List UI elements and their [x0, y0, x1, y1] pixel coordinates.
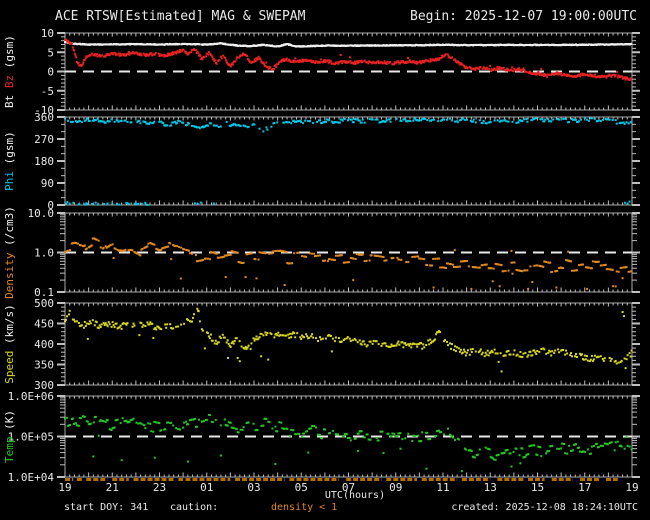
series-Bz: [64, 38, 633, 81]
axis-label-bt-bz: Bt Bz (gsm): [3, 35, 16, 108]
x-tick-label: 07: [342, 481, 355, 494]
y-tick-label: 1.0: [34, 247, 54, 260]
axis-label-temp: Temp (K): [3, 410, 16, 463]
y-tick-label: 0.1: [34, 286, 54, 299]
y-tick-label: 180: [34, 155, 54, 168]
x-axis-title: UTC(hours): [324, 490, 386, 501]
x-axis-tick-labels: 19 21 23 01 03 05 07 09 11 13 15 17 19: [58, 481, 638, 494]
y-tick-label: 10: [41, 27, 54, 40]
panel-density: 10.0 1.0 0.1 Density (/cm3): [3, 206, 640, 299]
x-tick-label: 01: [200, 481, 213, 494]
x-tick-label: 13: [484, 481, 497, 494]
x-tick-label: 05: [295, 481, 308, 494]
y-tick-label: 1.0E+04: [8, 471, 55, 484]
x-tick-label: 19: [625, 481, 638, 494]
begin-timestamp: Begin: 2025-12-07 19:00:00UTC: [410, 9, 637, 24]
y-tick-label: 500: [34, 297, 54, 310]
series-Density: [64, 237, 633, 290]
axis-label-phi: Phi (gsm): [3, 131, 16, 191]
y-tick-label: -5: [41, 85, 54, 98]
series-Speed: [64, 307, 633, 373]
x-tick-label: 15: [531, 481, 544, 494]
y-tick-label: 5: [47, 46, 54, 59]
start-doy-label: start DOY: 341: [64, 502, 149, 513]
axis-label-density: Density (/cm3): [3, 206, 16, 299]
y-tick-label: 360: [34, 111, 54, 124]
x-tick-label: 09: [389, 481, 402, 494]
y-tick-label: 10.0: [28, 207, 55, 220]
y-tick-label: -10: [34, 104, 54, 117]
y-tick-label: 0: [47, 66, 54, 79]
y-tick-label: 270: [34, 133, 54, 146]
plot-title: ACE RTSW[Estimated] MAG & SWEPAM: [55, 9, 306, 24]
created-timestamp: created: 2025-12-08 18:24:10UTC: [451, 502, 638, 513]
x-tick-label: 19: [58, 481, 71, 494]
y-tick-label: 0: [47, 199, 54, 212]
caution-label: caution:: [170, 502, 219, 513]
x-tick-label: 03: [247, 481, 260, 494]
y-tick-label: 400: [34, 338, 54, 351]
y-tick-label: 1.0E+05: [8, 431, 54, 444]
panel-phi: 360 270 180 90 0 Phi (gsm): [3, 111, 640, 212]
panel-bt-bz: 10 5 0 -5 -10 Bt Bz (gsm): [3, 27, 640, 117]
series-Phi: [64, 117, 633, 133]
x-tick-label: 17: [578, 481, 591, 494]
panel-speed: 500 450 400 350 300 Speed (km/s): [3, 297, 640, 392]
x-tick-label: 21: [106, 481, 119, 494]
y-tick-label: 300: [34, 379, 54, 392]
y-tick-label: 1.0E+06: [8, 390, 54, 403]
x-tick-label: 11: [436, 481, 449, 494]
series-Bt: [64, 41, 633, 48]
panel-temp: 1.0E+06 1.0E+05 1.0E+04 Temp (K): [3, 390, 640, 484]
series-Temp: [64, 413, 633, 473]
x-tick-label: 23: [153, 481, 166, 494]
y-tick-label: 90: [41, 177, 54, 190]
series-Phi-wrap-low: [65, 200, 631, 206]
caution-value: density < 1: [271, 502, 338, 513]
y-tick-label: 450: [34, 318, 54, 331]
axis-label-speed: Speed (km/s): [3, 304, 16, 383]
y-tick-label: 350: [34, 359, 54, 372]
